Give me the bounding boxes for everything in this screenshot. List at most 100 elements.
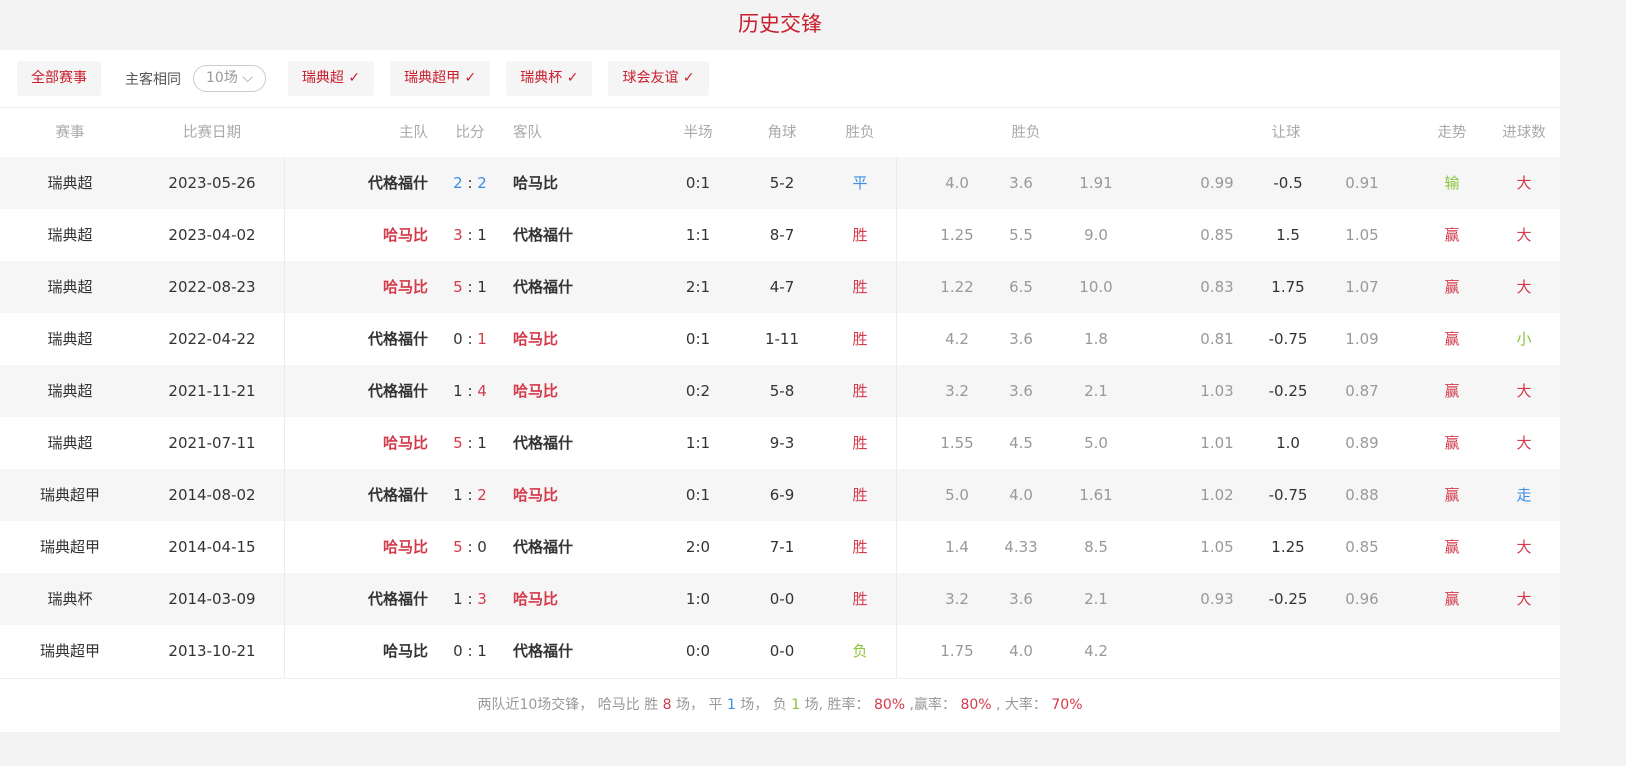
home-score: 1 xyxy=(453,590,463,608)
table-row[interactable]: 瑞典超 2021-07-11 哈马比 5 : 1 代格福什 1:1 9-3 胜 1.55 4.5 5… xyxy=(0,417,1560,469)
table-row[interactable]: 瑞典超 2022-04-22 代格福什 0 : 1 哈马比 0:1 1-11 胜 4.2 3.6 1… xyxy=(0,313,1560,365)
odds-draw: 6.5 xyxy=(1009,278,1033,296)
handicap-line: 1.75 xyxy=(1271,278,1305,296)
handicap-line: -0.75 xyxy=(1268,330,1308,348)
table-row[interactable]: 瑞典杯 2014-03-09 代格福什 1 : 3 哈马比 1:0 0-0 胜 3.2 3.6 2.… xyxy=(0,573,1560,625)
away-score: 1 xyxy=(477,226,487,244)
odds-draw: 5.5 xyxy=(1009,226,1033,244)
table-row[interactable]: 瑞典超 2023-05-26 代格福什 2 : 2 哈马比 0:1 5-2 平 4.0 3.6 1.… xyxy=(0,157,1560,209)
home-score: 5 xyxy=(453,538,463,556)
away-team: 哈马比 xyxy=(513,590,559,608)
corner-score: 4-7 xyxy=(769,278,795,296)
chevron-down-icon: ⌵ xyxy=(242,70,253,86)
table-row[interactable]: 瑞典超甲 2014-04-15 哈马比 5 : 0 代格福什 2:0 7-1 胜 1.4 4.33… xyxy=(0,521,1560,573)
home-score: 1 xyxy=(453,486,463,504)
score-cell: 1 : 4 xyxy=(453,382,487,400)
away-score: 0 xyxy=(477,538,487,556)
table-row[interactable]: 瑞典超甲 2014-08-02 代格福什 1 : 2 哈马比 0:1 6-9 胜 5.0 4.0 1… xyxy=(0,469,1560,521)
league-cell: 瑞典超 xyxy=(47,174,93,192)
away-team: 代格福什 xyxy=(513,278,574,296)
check-icon: ✓ xyxy=(682,70,695,86)
summary-text: ,赢率： xyxy=(905,697,961,713)
score-cell: 3 : 1 xyxy=(453,226,487,244)
league-cell: 瑞典超甲 xyxy=(39,538,101,556)
home-team: 代格福什 xyxy=(367,590,428,608)
home-team: 哈马比 xyxy=(382,642,428,660)
corner-score: 6-9 xyxy=(769,486,795,504)
home-team: 代格福什 xyxy=(367,382,428,400)
check-icon: ✓ xyxy=(348,70,361,86)
away-team: 哈马比 xyxy=(513,174,559,192)
halftime-score: 2:1 xyxy=(685,278,711,296)
score-cell: 1 : 3 xyxy=(453,590,487,608)
home-score: 1 xyxy=(453,382,463,400)
header-score: 比分 xyxy=(455,125,485,141)
league-cell: 瑞典超 xyxy=(47,278,93,296)
home-team: 代格福什 xyxy=(367,174,428,192)
away-score: 2 xyxy=(477,174,487,192)
table-row[interactable]: 瑞典超 2021-11-21 代格福什 1 : 4 哈马比 0:2 5-8 胜 3.2 3.6 2.… xyxy=(0,365,1560,417)
header-odds: 胜负 xyxy=(1011,125,1041,141)
handicap-home: 1.03 xyxy=(1200,382,1234,400)
handicap-away: 1.09 xyxy=(1345,330,1379,348)
handicap-home: 0.85 xyxy=(1200,226,1234,244)
date-cell: 2022-04-22 xyxy=(168,330,256,348)
odds-draw: 3.6 xyxy=(1009,590,1033,608)
result-badge: 胜 xyxy=(852,590,868,608)
header-goals: 进球数 xyxy=(1502,125,1546,141)
goals-badge: 大 xyxy=(1516,434,1532,452)
odds-home: 1.22 xyxy=(940,278,974,296)
away-score: 4 xyxy=(477,382,487,400)
divider xyxy=(896,157,897,678)
table-row[interactable]: 瑞典超 2023-04-02 哈马比 3 : 1 代格福什 1:1 8-7 胜 1.25 5.5 9… xyxy=(0,209,1560,261)
trend-badge: 赢 xyxy=(1444,538,1460,556)
odds-draw: 3.6 xyxy=(1009,330,1033,348)
trend-badge: 赢 xyxy=(1444,226,1460,244)
result-badge: 平 xyxy=(852,174,868,192)
handicap-line: -0.5 xyxy=(1273,174,1303,192)
score-cell: 5 : 0 xyxy=(453,538,487,556)
same-home-away-toggle[interactable]: 主客相同 xyxy=(125,71,181,88)
trend-badge: 输 xyxy=(1444,174,1460,192)
away-score: 1 xyxy=(477,278,487,296)
date-cell: 2023-05-26 xyxy=(168,174,256,192)
home-score: 3 xyxy=(453,226,463,244)
score-cell: 1 : 2 xyxy=(453,486,487,504)
date-cell: 2014-03-09 xyxy=(168,590,256,608)
header-result: 胜负 xyxy=(845,125,875,141)
date-cell: 2014-04-15 xyxy=(168,538,256,556)
away-team: 哈马比 xyxy=(513,486,559,504)
header-half: 半场 xyxy=(683,125,713,141)
away-team: 代格福什 xyxy=(513,226,574,244)
handicap-home: 0.99 xyxy=(1200,174,1234,192)
odds-home: 1.55 xyxy=(940,434,974,452)
table-row[interactable]: 瑞典超 2022-08-23 哈马比 5 : 1 代格福什 2:1 4-7 胜 1.22 6.5 1… xyxy=(0,261,1560,313)
filter-chip-superettan[interactable]: 瑞典超甲 ✓ xyxy=(390,61,491,96)
result-badge: 负 xyxy=(852,642,868,660)
filter-bar: 全部赛事 主客相同 10场 ⌵ 瑞典超 ✓ 瑞典超甲 ✓ 瑞典杯 ✓ 球会友谊 … xyxy=(0,50,1560,108)
chip-label: 球会友谊 xyxy=(622,70,679,86)
halftime-score: 1:0 xyxy=(685,590,711,608)
handicap-away: 0.89 xyxy=(1345,434,1379,452)
date-cell: 2021-07-11 xyxy=(168,434,256,452)
trend-badge: 赢 xyxy=(1444,382,1460,400)
handicap-line: 1.0 xyxy=(1276,434,1300,452)
header-corner: 角球 xyxy=(767,125,797,141)
match-count-select[interactable]: 10场 ⌵ xyxy=(193,65,266,92)
all-competitions-button[interactable]: 全部赛事 xyxy=(17,61,101,96)
away-team: 哈马比 xyxy=(513,330,559,348)
odds-away: 1.8 xyxy=(1084,330,1108,348)
away-score: 1 xyxy=(477,330,487,348)
result-badge: 胜 xyxy=(852,382,868,400)
filter-chip-cup[interactable]: 瑞典杯 ✓ xyxy=(506,61,593,96)
halftime-score: 0:1 xyxy=(685,330,711,348)
header-home: 主队 xyxy=(399,125,428,141)
result-badge: 胜 xyxy=(852,330,868,348)
table-row[interactable]: 瑞典超甲 2013-10-21 哈马比 0 : 1 代格福什 0:0 0-0 负 1.75 4.0… xyxy=(0,625,1560,677)
summary-text: 场, 胜率： xyxy=(800,697,874,713)
filter-chip-allsvenskan[interactable]: 瑞典超 ✓ xyxy=(287,61,375,96)
score-cell: 0 : 1 xyxy=(453,642,487,660)
corner-score: 1-11 xyxy=(764,330,800,348)
score-cell: 5 : 1 xyxy=(453,278,487,296)
filter-chip-friendly[interactable]: 球会友谊 ✓ xyxy=(608,61,709,96)
